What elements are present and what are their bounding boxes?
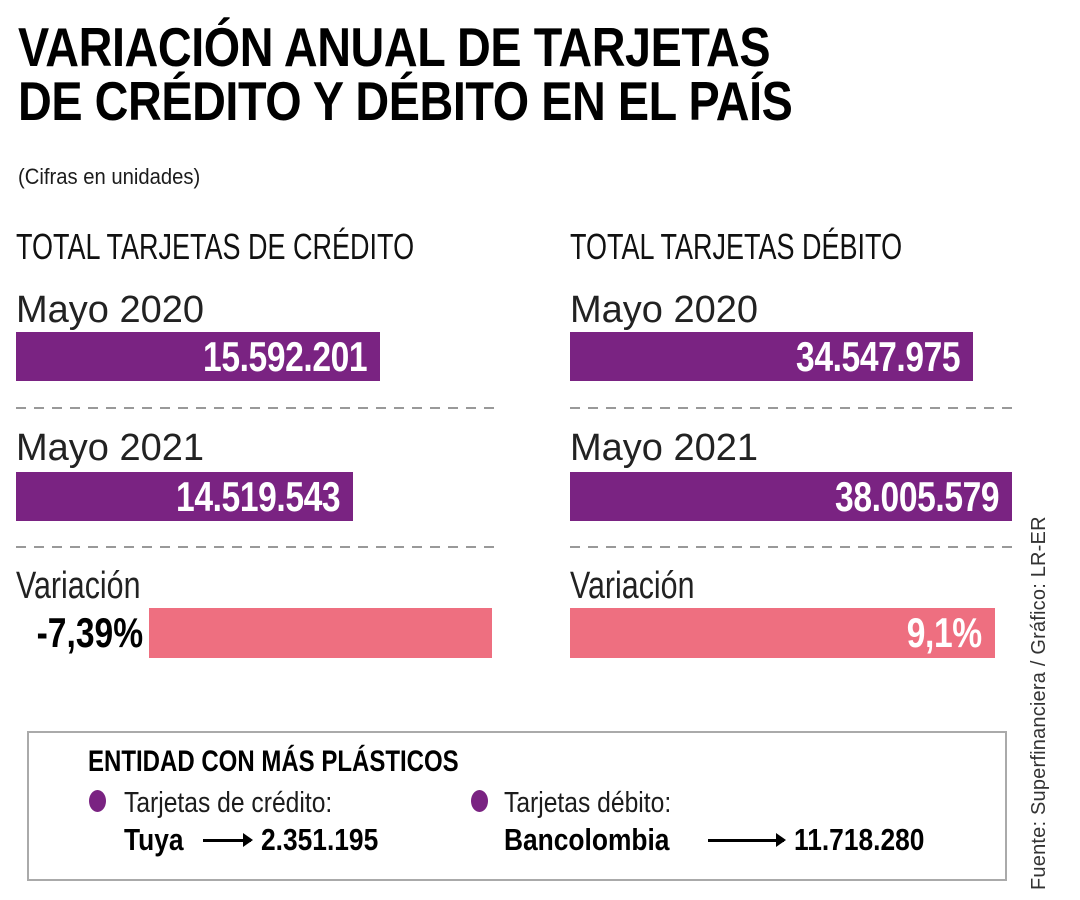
credit-bullet-icon [89, 790, 106, 812]
debit-2021-label: Mayo 2021 [570, 427, 759, 469]
debit-2021-value: 38.005.579 [834, 472, 1000, 520]
entity-credit-line: Tuya 2.351.195 [124, 822, 399, 858]
entity-debit-name: Bancolombia [504, 822, 670, 857]
credit-2021-label: Mayo 2021 [16, 427, 205, 469]
page-title-line2: DE CRÉDITO Y DÉBITO EN EL PAÍS [18, 70, 793, 132]
debit-variation-bar: 9,1% [570, 608, 995, 658]
debit-variation-label: Variación [570, 565, 695, 607]
source-credit: Fuente: Superfinanciera / Gráfico: LR-ER [1028, 516, 1050, 890]
debit-2020-value: 34.547.975 [795, 332, 961, 380]
entity-debit-line: Bancolombia 11.718.280 [504, 822, 947, 858]
entity-credit-name: Tuya [124, 822, 184, 857]
credit-divider-2 [16, 546, 495, 548]
page-title: VARIACIÓN ANUAL DE TARJETAS DE CRÉDITO Y… [18, 16, 929, 132]
entity-credit-value: 2.351.195 [261, 822, 379, 857]
credit-divider-1 [16, 407, 495, 409]
credit-variation-bar [149, 608, 492, 658]
credit-section-header: TOTAL TARJETAS DE CRÉDITO [16, 226, 415, 267]
page-title-line1: VARIACIÓN ANUAL DE TARJETAS [18, 16, 771, 78]
debit-bullet-icon [471, 790, 488, 812]
debit-variation-value: 9,1% [907, 609, 982, 656]
entity-box: ENTIDAD CON MÁS PLÁSTICOS Tarjetas de cr… [27, 731, 1007, 881]
credit-2020-label: Mayo 2020 [16, 289, 205, 331]
subtitle-units: (Cifras en unidades) [18, 164, 201, 189]
right-arrow-icon [707, 833, 786, 847]
entity-box-title: ENTIDAD CON MÁS PLÁSTICOS [88, 745, 459, 778]
credit-2020-bar: 15.592.201 [16, 332, 380, 381]
right-arrow-icon [203, 833, 254, 847]
entity-debit-value: 11.718.280 [793, 822, 925, 857]
credit-2021-value: 14.519.543 [175, 472, 341, 520]
debit-divider-1 [570, 407, 1013, 409]
debit-divider-2 [570, 546, 1013, 548]
debit-section-header: TOTAL TARJETAS DÉBITO [570, 226, 903, 267]
credit-2021-bar: 14.519.543 [16, 472, 353, 521]
debit-2020-label: Mayo 2020 [570, 289, 759, 331]
debit-2020-bar: 34.547.975 [570, 332, 973, 381]
debit-2021-bar: 38.005.579 [570, 472, 1012, 521]
credit-variation-value: -7,39% [36, 609, 143, 656]
credit-variation-label: Variación [16, 565, 141, 607]
credit-2020-value: 15.592.201 [202, 332, 368, 380]
entity-credit-label: Tarjetas de crédito: [124, 787, 333, 819]
entity-debit-label: Tarjetas débito: [504, 787, 672, 819]
